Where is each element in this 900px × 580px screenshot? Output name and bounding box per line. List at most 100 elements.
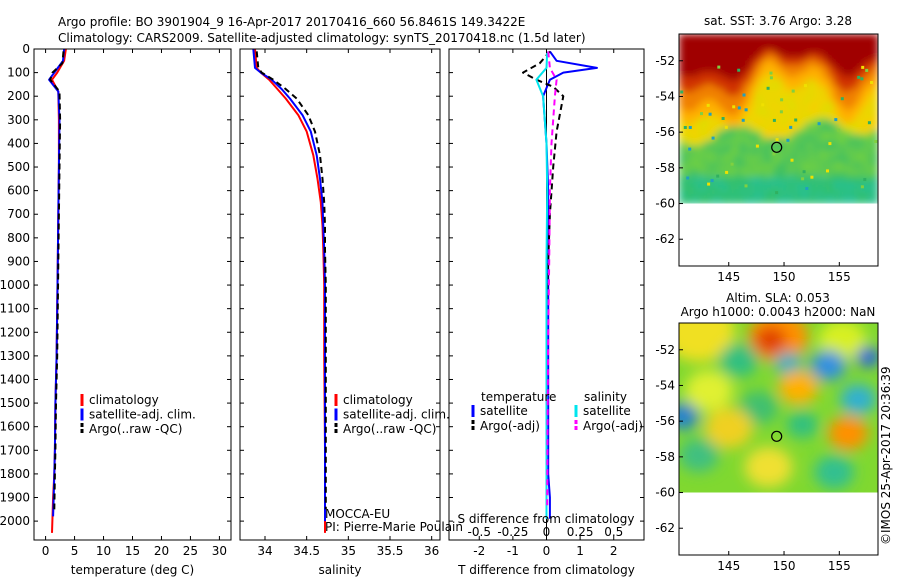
sst-field-cell [782,87,788,93]
sst-field-cell [798,91,803,97]
sst-field-cell [806,72,811,77]
sst-field-cell [766,114,772,120]
sst-field-cell [822,80,827,85]
sst-field-cell [738,37,744,43]
sst-field-cell [762,57,768,62]
sst-field-cell [850,134,855,139]
sst-field-cell [679,49,684,54]
sst-field-cell [846,72,851,77]
sst-field-cell [758,68,764,74]
difference-legend-label-salinity-satellite: satellite [583,404,631,418]
difference-xtick-label: 1 [576,544,584,558]
figure-title-line1: Argo profile: BO 3901904_9 16-Apr-2017 2… [58,15,526,29]
sst-field-cell [842,37,847,43]
sst-field-cell [742,149,748,155]
sst-field-cell [718,114,724,120]
sst-field-cell [786,37,792,43]
sst-field-cell [842,199,847,205]
sst-field-cell [746,165,752,170]
depth-tick-label: 1700 [0,443,30,457]
sst-field-cell [770,165,776,170]
sst-field-cell [774,165,780,170]
sst-field-cell [754,157,760,162]
sst-field-cell [850,184,855,189]
sst-field-cell [758,95,764,101]
sst-field-cell [834,130,839,135]
sst-field-cell [702,172,708,178]
sst-field-cell [794,68,799,74]
sst-field-cell [738,80,744,85]
sst-field-cell [806,111,811,116]
sst-field-cell [834,34,839,39]
sst-field-cell [834,64,839,70]
sst-field-cell [830,184,835,189]
sst-field-cell [734,130,740,135]
sst-field-cell [770,161,776,166]
sst-field-cell [746,153,752,158]
sst-field-cell [862,80,867,85]
sst-field-cell [770,95,776,101]
sst-field-cell [870,107,875,112]
sst-field-cell [710,149,716,155]
sst-field-cell [838,57,843,62]
sst-field-cell [794,122,799,128]
sst-field-cell [842,191,847,197]
sst-field-cell [870,153,875,158]
sst-field-cell [862,95,867,101]
sst-field-cell [814,87,819,93]
sst-field-cell [714,184,720,189]
sst-field-cell [870,41,875,47]
sst-field-cell [710,53,716,58]
sst-field-cell [702,99,708,104]
sst-field-cell [738,107,744,112]
sst-field-cell [822,145,827,151]
sst-field-cell [854,84,859,89]
sst-field-cell [734,111,740,116]
sst-field-cell [870,60,875,66]
sst-field-cell [702,34,708,39]
sst-field-cell [766,91,772,97]
sst-field-cell [854,57,859,62]
sst-field-cell [838,68,843,74]
sst-field-cell [870,72,875,77]
sst-field-cell [758,149,764,155]
sst-field-cell [710,114,716,120]
sst-field-cell [762,199,768,205]
map-latitude-label: -62 [655,232,675,246]
sst-field-cell [682,41,688,47]
sst-field-cell [866,111,871,116]
sst-field-cell [826,188,831,193]
sst-field-cell [806,176,811,182]
sst-field-cell [798,84,803,89]
sst-field-cell [746,87,752,93]
sst-field-cell [754,68,760,74]
sst-field-cell [794,161,799,166]
sst-field-cell [766,199,772,205]
sst-field-cell [858,114,863,120]
sst-field-cell [870,145,875,151]
sst-field-cell [838,145,843,151]
sst-field-cell [810,122,815,128]
sst-field-cell [746,53,752,58]
sst-field-cell [746,57,752,62]
sst-field-cell [850,195,855,201]
sst-field-cell [762,60,768,66]
difference-profile-panel: -2 -1 0 1 2-0.5 -0.25 0 0.25 0.5T difference fro… [448,48,645,577]
sst-field-cell [714,126,720,131]
sst-field-cell [838,184,843,189]
sst-field-cell [762,84,768,89]
sst-field-cell [694,41,700,47]
sst-field-cell [746,84,752,89]
imos-credit-stamp: ©IMOS 25-Apr-2017 20:36:39 [879,366,893,545]
sst-field-cell [682,111,688,116]
sst-field-cell [850,87,855,93]
sst-field-cell [738,118,744,124]
sst-field-cell [838,195,843,201]
sst-field-cell [846,176,851,182]
sst-field-cell [830,87,835,93]
sst-field-cell [810,157,815,162]
sst-field-cell [854,118,859,124]
sst-field-cell [798,99,803,104]
sst-field-cell [834,103,839,108]
sst-field-cell [698,168,704,174]
